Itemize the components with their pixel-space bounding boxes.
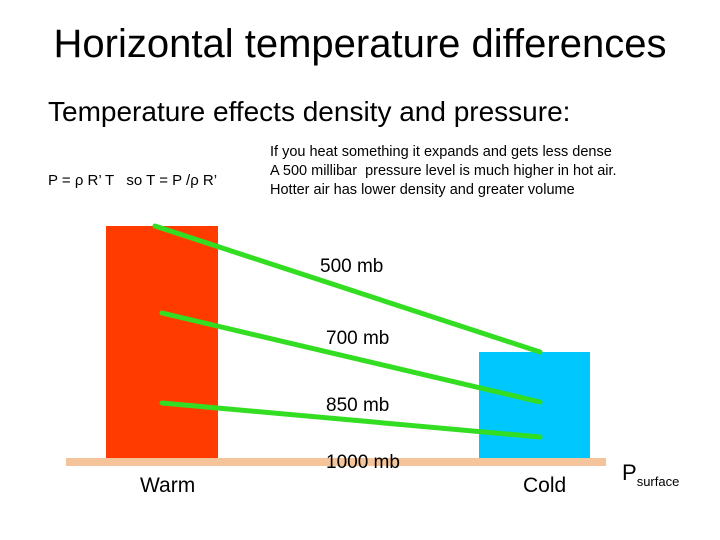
cold-air-column <box>479 352 590 463</box>
pressure-line-850 <box>159 400 543 440</box>
slide-subtitle: Temperature effects density and pressure… <box>48 96 571 127</box>
explanation-line: A 500 millibar pressure level is much hi… <box>270 163 617 179</box>
level-label-850mb: 850 mb <box>326 395 390 416</box>
warm-label: Warm <box>140 474 196 497</box>
cold-label: Cold <box>523 474 567 497</box>
surface-pressure-subscript: surface <box>636 474 680 489</box>
explanation-text: If you heat something it expands and get… <box>270 143 617 200</box>
slide-title: Horizontal temperature differences <box>53 22 667 66</box>
pressure-line-500 <box>152 223 543 355</box>
surface-pressure-label: Psurface <box>622 460 679 489</box>
surface-pressure-symbol: P <box>622 460 637 485</box>
gas-law-formula: P = ρ R’ T so T = P /ρ R’ <box>48 172 218 189</box>
warm-air-column <box>106 226 218 463</box>
ground-surface <box>66 458 606 466</box>
level-label-500mb: 500 mb <box>320 256 384 277</box>
pressure-line-700 <box>159 310 543 405</box>
level-label-1000mb: 1000 mb <box>326 452 400 473</box>
level-label-700mb: 700 mb <box>326 328 390 349</box>
explanation-line: Hotter air has lower density and greater… <box>270 182 575 198</box>
explanation-line: If you heat something it expands and get… <box>270 144 612 160</box>
